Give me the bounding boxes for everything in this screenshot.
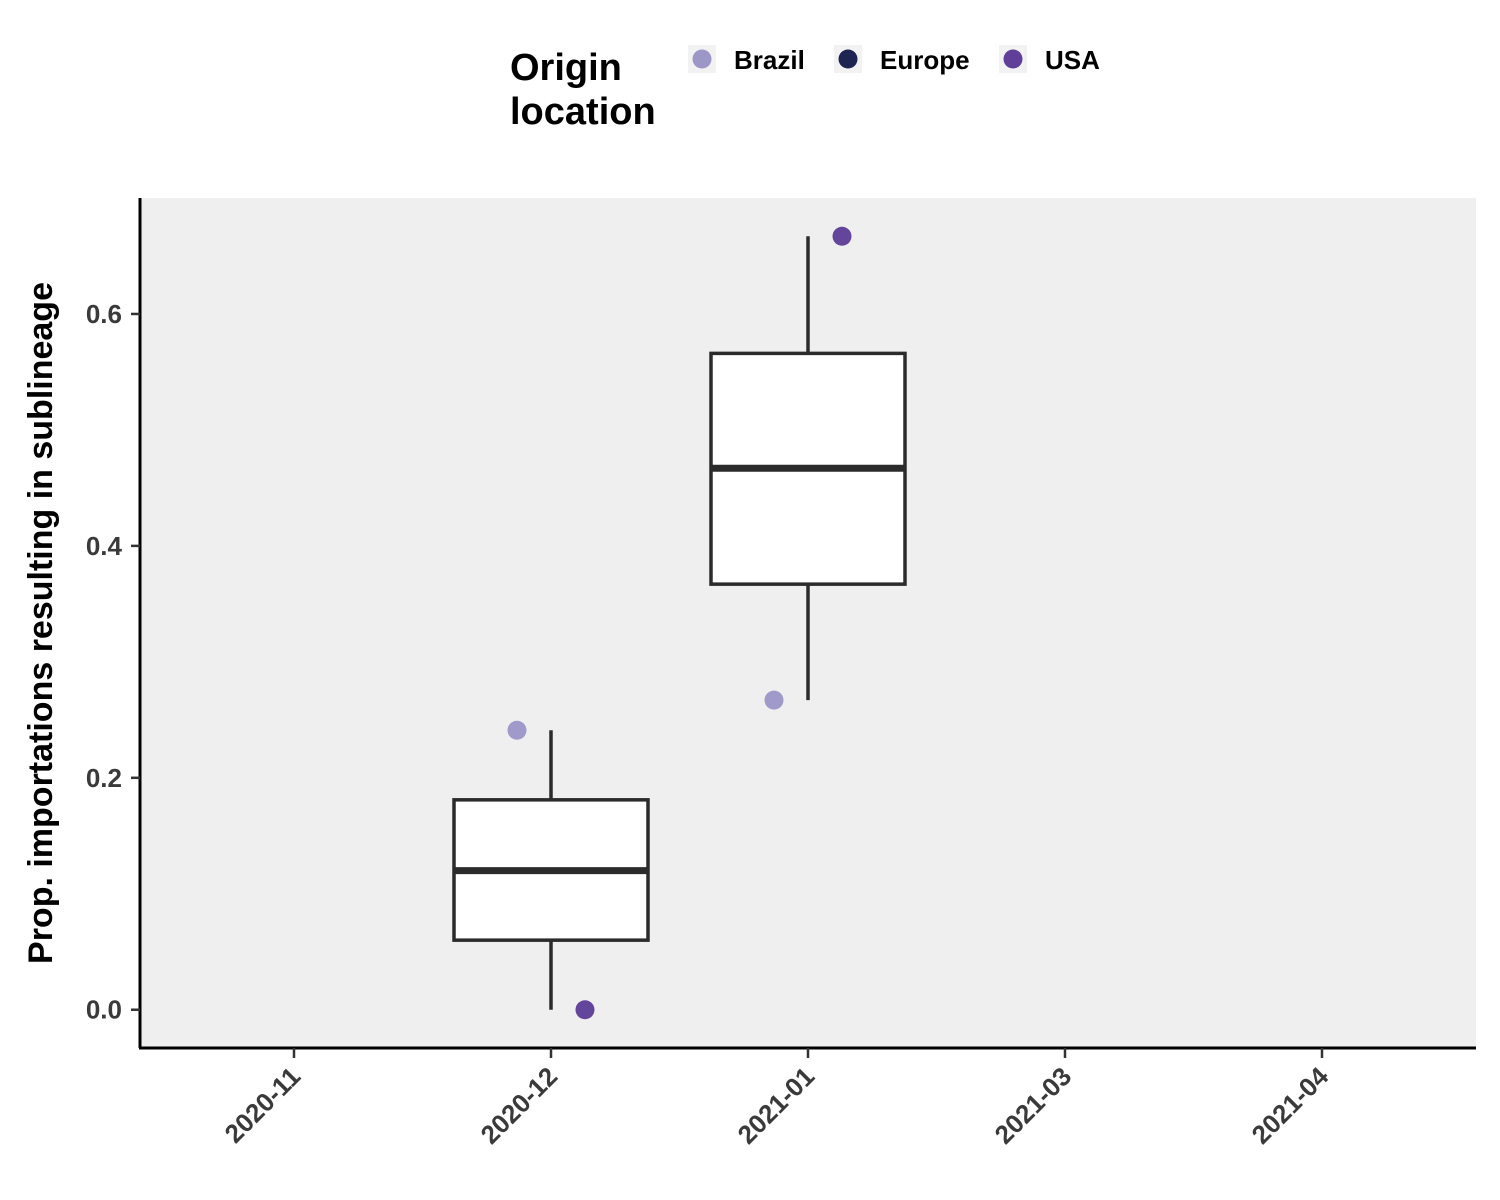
y-axis-ticks: 0.0 0.2 0.4 0.6 — [86, 299, 140, 1025]
boxes-layer — [452, 236, 907, 1010]
legend-title-line-2: location — [510, 91, 656, 133]
legend-label-brazil: Brazil — [734, 45, 805, 75]
legend-entries: Brazil Europe USA — [688, 45, 1100, 75]
point-brazil-2021-01 — [764, 690, 784, 710]
legend-key-europe — [838, 49, 858, 69]
legend: Origin location Brazil Europe USA — [510, 45, 1100, 133]
y-tick-label: 0.4 — [86, 531, 123, 561]
legend-label-usa: USA — [1045, 45, 1100, 75]
y-axis-title: Prop. importations resulting in sublinea… — [22, 282, 60, 964]
x-tick-label: 2021-03 — [989, 1061, 1078, 1150]
legend-key-usa — [1003, 49, 1023, 69]
x-tick-label: 2021-01 — [732, 1061, 821, 1150]
x-tick-label: 2020-12 — [475, 1061, 564, 1150]
y-tick-label: 0.2 — [86, 763, 122, 793]
y-tick-label: 0.6 — [86, 299, 122, 329]
point-usa-2021-01 — [832, 226, 852, 246]
legend-entry-usa: USA — [999, 45, 1100, 75]
point-brazil-2020-12 — [507, 720, 527, 740]
x-tick-label: 2020-11 — [219, 1061, 307, 1149]
box-2021-01 — [709, 236, 907, 701]
legend-title-line-1: Origin — [510, 47, 622, 89]
points-layer — [507, 226, 852, 1020]
legend-label-europe: Europe — [880, 45, 970, 75]
legend-entry-brazil: Brazil — [688, 45, 805, 75]
box-2020-12 — [452, 730, 650, 1010]
point-usa-2020-12 — [575, 1000, 595, 1020]
legend-key-brazil — [692, 49, 712, 69]
x-axis-ticks: 2020-11 2020-12 2021-01 2021-03 2021-04 — [219, 1048, 1335, 1150]
y-tick-label: 0.0 — [86, 995, 122, 1025]
x-tick-label: 2021-04 — [1246, 1061, 1335, 1150]
legend-entry-europe: Europe — [834, 45, 970, 75]
